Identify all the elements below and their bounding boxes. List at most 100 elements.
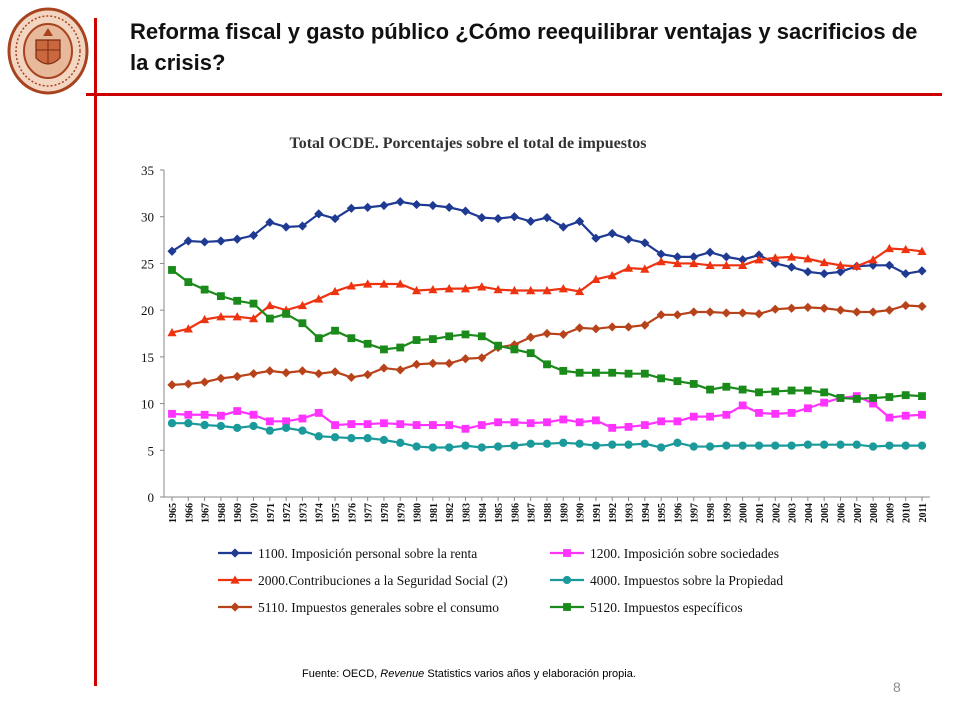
data-point — [412, 421, 421, 429]
y-tick-label: 30 — [141, 210, 154, 225]
y-tick-label: 10 — [141, 397, 154, 412]
data-point — [901, 269, 911, 279]
x-tick-label: 1990 — [576, 503, 587, 523]
data-point — [918, 392, 926, 401]
legend-item: 1100. Imposición personal sobre la renta — [218, 546, 477, 561]
data-point — [200, 410, 209, 419]
data-point — [330, 286, 340, 296]
y-tick-label: 25 — [141, 256, 154, 271]
data-point — [412, 442, 421, 451]
data-point — [379, 435, 389, 445]
data-point — [591, 324, 601, 334]
data-point — [363, 420, 372, 429]
x-tick-label: 1968 — [217, 503, 228, 523]
data-point — [656, 443, 666, 452]
data-point — [917, 441, 927, 450]
x-tick-label: 1989 — [559, 503, 570, 523]
data-point — [738, 401, 747, 410]
data-point — [803, 302, 813, 312]
data-point — [216, 312, 226, 321]
data-point — [379, 279, 389, 288]
data-point — [689, 307, 699, 317]
data-point — [705, 442, 715, 451]
data-point — [689, 252, 699, 262]
data-point — [445, 443, 454, 452]
x-tick-label: 1965 — [168, 503, 179, 523]
data-point — [331, 326, 339, 335]
x-tick-label: 1976 — [347, 503, 358, 523]
data-point — [623, 234, 634, 244]
data-point — [265, 426, 274, 435]
data-point — [640, 264, 650, 273]
data-point — [901, 391, 910, 400]
data-point — [297, 366, 308, 376]
data-point — [363, 279, 373, 288]
legend-item: 1200. Imposición sobre sociedades — [550, 546, 779, 561]
data-point — [607, 322, 617, 332]
data-point — [217, 292, 225, 301]
legend-label: 1200. Imposición sobre sociedades — [590, 546, 779, 561]
data-point — [347, 420, 356, 429]
x-tick-label: 2004 — [804, 503, 815, 523]
data-point — [689, 380, 698, 388]
university-seal-logo — [7, 7, 89, 95]
data-point — [868, 442, 878, 451]
data-point — [885, 413, 894, 422]
data-point — [493, 213, 503, 224]
data-point — [786, 303, 797, 313]
data-point — [771, 387, 780, 396]
data-point — [771, 441, 780, 450]
data-point — [184, 278, 193, 287]
data-point — [428, 200, 438, 211]
data-point — [721, 260, 731, 269]
data-point — [428, 284, 438, 294]
data-point — [656, 310, 666, 320]
x-tick-label: 1992 — [608, 503, 619, 523]
data-point — [706, 385, 714, 394]
data-point — [721, 308, 731, 318]
legend-label: 5120. Impuestos específicos — [590, 600, 743, 615]
data-point — [869, 399, 877, 408]
data-point — [411, 285, 422, 295]
data-point — [265, 314, 274, 323]
data-point — [168, 266, 176, 274]
data-point — [656, 249, 666, 259]
data-point — [217, 411, 225, 420]
series-group — [168, 392, 926, 433]
x-tick-label: 1977 — [364, 503, 375, 523]
page-number: 8 — [893, 679, 901, 695]
x-tick-label: 2003 — [788, 503, 799, 523]
data-point — [363, 202, 373, 212]
x-tick-label: 1966 — [184, 503, 195, 523]
legend-label: 4000. Impuestos sobre la Propiedad — [590, 573, 783, 588]
data-point — [755, 388, 763, 397]
data-point — [820, 398, 829, 407]
data-point — [526, 216, 536, 226]
line-chart: Total OCDE. Porcentajes sobre el total d… — [141, 135, 930, 615]
data-point — [575, 323, 585, 333]
x-tick-label: 1967 — [201, 503, 212, 523]
data-point — [183, 324, 193, 333]
data-point — [168, 409, 176, 418]
data-point — [200, 420, 209, 430]
data-point — [396, 438, 405, 447]
legend-marker — [230, 602, 240, 612]
data-point — [363, 434, 372, 443]
x-tick-label: 1998 — [706, 503, 717, 523]
data-point — [265, 417, 274, 426]
data-point — [380, 419, 388, 428]
data-point — [803, 404, 812, 413]
data-point — [510, 441, 519, 450]
data-point — [543, 360, 551, 369]
x-tick-label: 1997 — [690, 503, 701, 523]
data-point — [248, 369, 259, 379]
x-tick-label: 2007 — [853, 503, 864, 523]
data-point — [706, 412, 714, 421]
x-tick-label: 1983 — [461, 503, 472, 523]
data-point — [314, 294, 324, 303]
data-point — [786, 262, 797, 272]
data-point — [852, 261, 862, 270]
data-point — [689, 258, 699, 268]
series-group — [167, 243, 927, 337]
data-point — [526, 419, 535, 428]
